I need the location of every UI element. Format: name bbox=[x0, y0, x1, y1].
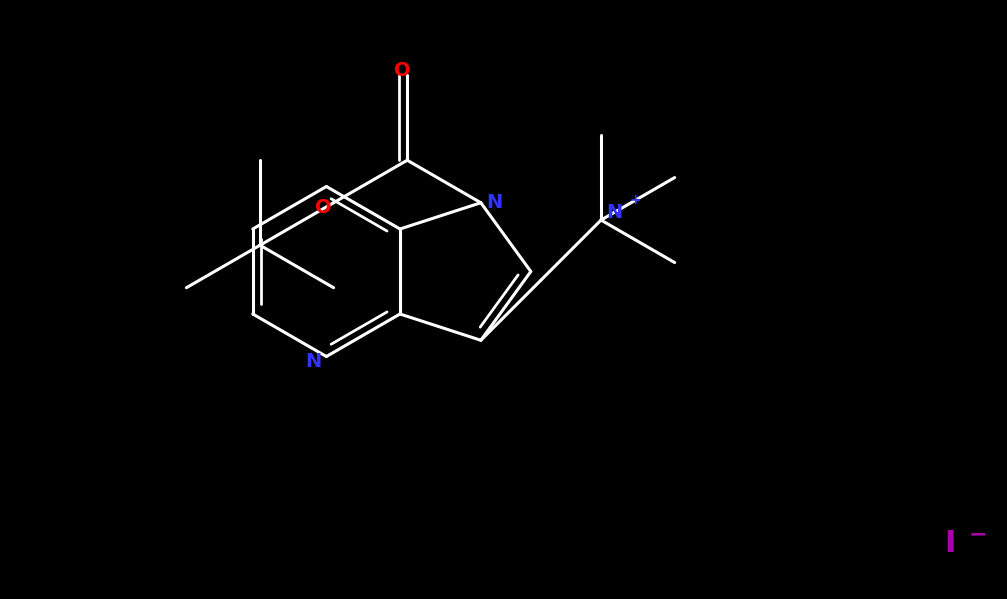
Text: N: N bbox=[606, 202, 622, 222]
Text: N: N bbox=[305, 352, 321, 371]
Text: +: + bbox=[629, 193, 640, 207]
Text: −: − bbox=[969, 524, 987, 544]
Text: O: O bbox=[394, 60, 411, 80]
Text: O: O bbox=[315, 198, 332, 217]
Text: I: I bbox=[945, 530, 956, 558]
Text: N: N bbox=[485, 193, 502, 212]
